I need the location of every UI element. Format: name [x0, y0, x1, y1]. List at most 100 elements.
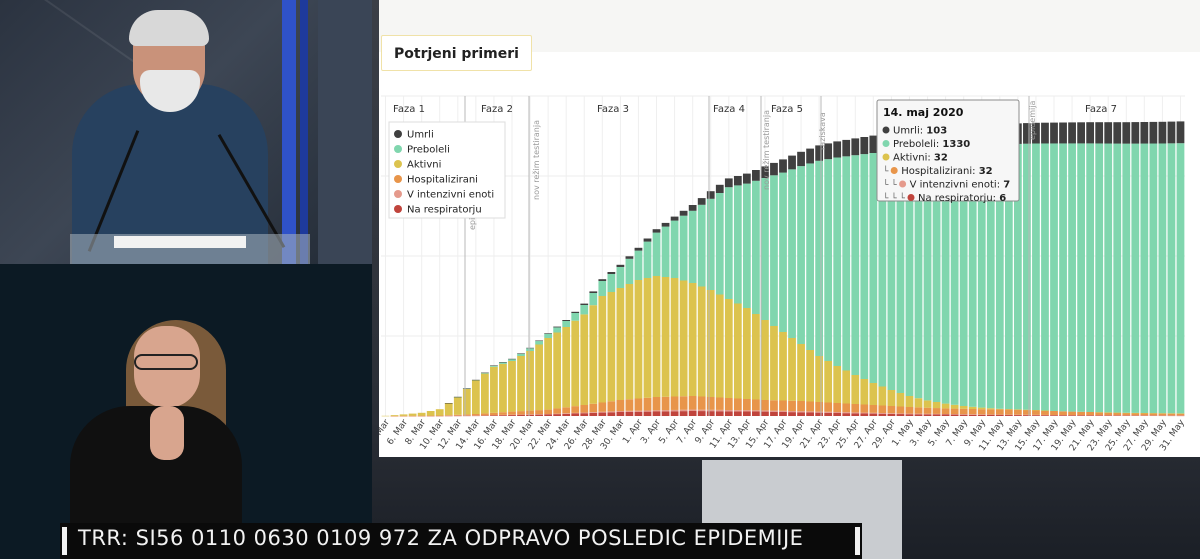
bar-preboleli — [797, 166, 805, 344]
bar-v-intenzivni-enoti — [1059, 415, 1067, 416]
bar-v-intenzivni-enoti — [1122, 415, 1131, 416]
bar-v-intenzivni-enoti — [1086, 415, 1095, 416]
bar-preboleli — [896, 151, 905, 393]
bar-v-intenzivni-enoti — [770, 410, 778, 412]
bar-hospitalizirani — [1077, 411, 1085, 416]
bar-hospitalizirani — [1086, 412, 1095, 416]
bar-hospitalizirani — [670, 396, 679, 410]
bar-hospitalizirani — [417, 415, 426, 417]
bar-v-intenzivni-enoti — [697, 409, 706, 412]
bar-preboleli — [625, 258, 634, 284]
bar-hospitalizirani — [426, 415, 435, 417]
bar-preboleli — [643, 241, 652, 278]
phase-label: Faza 2 — [481, 104, 513, 115]
bar-aktivni — [1158, 413, 1167, 414]
bar-hospitalizirani — [914, 407, 923, 414]
bar-na-respiratorju — [752, 411, 760, 416]
bar-preboleli — [562, 321, 571, 327]
bar-aktivni — [562, 327, 571, 408]
bar-v-intenzivni-enoti — [571, 412, 580, 414]
bar-aktivni — [806, 350, 814, 402]
bar-umrli — [526, 347, 534, 349]
bar-hospitalizirani — [1113, 412, 1122, 416]
bar-aktivni — [1004, 409, 1013, 410]
bar-na-respiratorju — [535, 414, 543, 416]
bar-na-respiratorju — [815, 412, 824, 416]
bar-umrli — [752, 170, 760, 181]
bar-hospitalizirani — [770, 400, 778, 411]
bar-hospitalizirani — [1158, 413, 1167, 416]
bar-na-respiratorju — [616, 412, 625, 416]
bar-v-intenzivni-enoti — [977, 414, 986, 415]
bar-aktivni — [661, 277, 670, 397]
bar-hospitalizirani — [1050, 411, 1058, 415]
bar-v-intenzivni-enoti — [589, 412, 598, 413]
bar-v-intenzivni-enoti — [833, 412, 842, 413]
bar-preboleli — [824, 159, 833, 361]
legend-marker — [394, 190, 402, 198]
bar-aktivni — [625, 284, 634, 400]
speaker-video — [0, 0, 372, 264]
bar-aktivni — [571, 320, 580, 407]
bar-aktivni — [706, 290, 715, 397]
bar-hospitalizirani — [1004, 409, 1013, 415]
bar-preboleli — [1149, 143, 1158, 414]
bar-umrli — [490, 365, 498, 366]
bar-aktivni — [607, 292, 616, 402]
bar-preboleli — [788, 169, 796, 338]
bar-preboleli — [869, 153, 878, 383]
bar-v-intenzivni-enoti — [607, 411, 616, 413]
bar-na-respiratorju — [490, 415, 498, 416]
phase-label: Faza 1 — [393, 104, 425, 115]
bar-na-respiratorju — [941, 414, 950, 416]
bar-na-respiratorju — [959, 414, 968, 416]
bar-hospitalizirani — [481, 413, 489, 416]
bar-umrli — [860, 137, 869, 155]
bar-aktivni — [977, 407, 986, 410]
bar-preboleli — [932, 149, 941, 402]
donation-caption: TRR: SI56 0110 0630 0109 972 ZA ODPRAVO … — [60, 523, 862, 559]
interpreter-head — [134, 326, 200, 408]
bar-umrli — [553, 326, 562, 328]
bar-preboleli — [598, 281, 607, 296]
bar-v-intenzivni-enoti — [851, 412, 860, 414]
bar-preboleli — [1140, 143, 1149, 413]
bar-na-respiratorju — [733, 411, 742, 417]
bar-na-respiratorju — [652, 411, 661, 416]
bar-v-intenzivni-enoti — [932, 413, 941, 415]
bar-na-respiratorju — [806, 412, 814, 416]
bar-preboleli — [481, 372, 489, 374]
bar-umrli — [444, 403, 453, 404]
phase-label: Faza 7 — [1085, 104, 1117, 115]
legend-marker — [394, 160, 402, 168]
bar-aktivni — [634, 280, 643, 399]
bar-preboleli — [670, 220, 679, 278]
bar-v-intenzivni-enoti — [481, 415, 489, 416]
bar-hospitalizirani — [1095, 412, 1104, 416]
bar-aktivni — [715, 294, 724, 398]
bar-umrli — [1158, 121, 1167, 144]
bar-na-respiratorju — [887, 413, 896, 416]
bar-v-intenzivni-enoti — [1004, 414, 1013, 416]
bar-umrli — [1050, 122, 1058, 144]
bar-preboleli — [724, 187, 733, 299]
bar-preboleli — [806, 163, 814, 350]
bar-hospitalizirani — [535, 410, 543, 415]
bar-aktivni — [860, 379, 869, 405]
bar-na-respiratorju — [977, 414, 986, 416]
bar-hospitalizirani — [562, 407, 571, 414]
tooltip-marker — [882, 153, 890, 161]
bar-hospitalizirani — [995, 409, 1004, 415]
bar-na-respiratorju — [905, 414, 914, 416]
bar-preboleli — [1095, 143, 1104, 413]
bar-umrli — [589, 291, 598, 293]
bar-v-intenzivni-enoti — [842, 412, 851, 414]
bar-preboleli — [697, 204, 706, 287]
bar-umrli — [616, 264, 625, 267]
legend-marker — [394, 130, 402, 138]
tooltip-indent: └ └ — [883, 179, 897, 191]
bar-aktivni — [462, 388, 471, 415]
bar-umrli — [1068, 122, 1076, 144]
bar-preboleli — [1158, 143, 1167, 414]
bar-umrli — [499, 362, 507, 363]
